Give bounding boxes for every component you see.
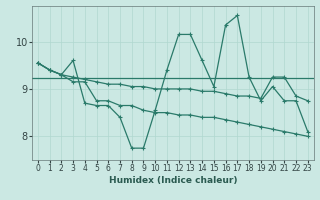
X-axis label: Humidex (Indice chaleur): Humidex (Indice chaleur)	[108, 176, 237, 185]
